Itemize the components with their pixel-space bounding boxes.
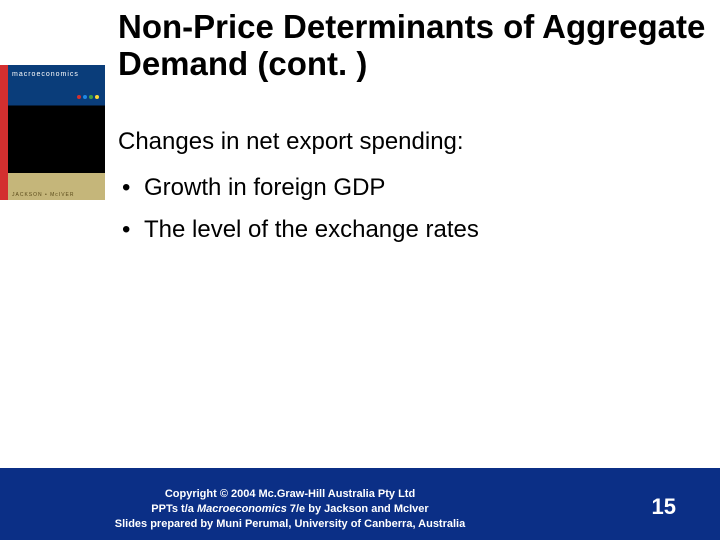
footer-text: Copyright © 2004 Mc.Graw-Hill Australia … bbox=[0, 487, 580, 532]
footer-line2a: PPTs t/a bbox=[151, 503, 197, 515]
book-cover-authors: JACKSON • McIVER bbox=[12, 192, 74, 198]
footer-line1b: 2004 Mc.Graw-Hill Australia Pty Ltd bbox=[228, 488, 415, 500]
subheading: Changes in net export spending: bbox=[118, 128, 690, 156]
footer-line3: Slides prepared by Muni Perumal, Univers… bbox=[115, 518, 465, 530]
slide: macroeconomics JACKSON • McIVER Non-Pric… bbox=[0, 0, 720, 540]
slide-content: Changes in net export spending: Growth i… bbox=[118, 128, 690, 258]
dot-icon bbox=[89, 95, 93, 99]
footer-bar: Copyright © 2004 Mc.Graw-Hill Australia … bbox=[0, 468, 720, 540]
page-number: 15 bbox=[652, 494, 676, 520]
dot-icon bbox=[83, 95, 87, 99]
dot-icon bbox=[77, 95, 81, 99]
bullet-item: Growth in foreign GDP bbox=[118, 174, 690, 202]
bullet-item: The level of the exchange rates bbox=[118, 216, 690, 244]
footer-line2b: 7/e by Jackson and McIver bbox=[287, 503, 429, 515]
dot-icon bbox=[95, 95, 99, 99]
footer-line2-italic: Macroeconomics bbox=[197, 503, 287, 515]
book-cover-title: macroeconomics bbox=[8, 65, 105, 80]
footer-line1a: Copyright bbox=[165, 488, 220, 500]
book-thumbnail: macroeconomics JACKSON • McIVER bbox=[0, 65, 105, 200]
book-cover-dots bbox=[77, 95, 99, 99]
book-cover: macroeconomics JACKSON • McIVER bbox=[8, 65, 105, 200]
copyright-icon: © bbox=[220, 488, 228, 500]
bullet-list: Growth in foreign GDP The level of the e… bbox=[118, 174, 690, 244]
slide-title: Non-Price Determinants of Aggregate Dema… bbox=[118, 8, 710, 83]
red-strip bbox=[0, 65, 8, 200]
